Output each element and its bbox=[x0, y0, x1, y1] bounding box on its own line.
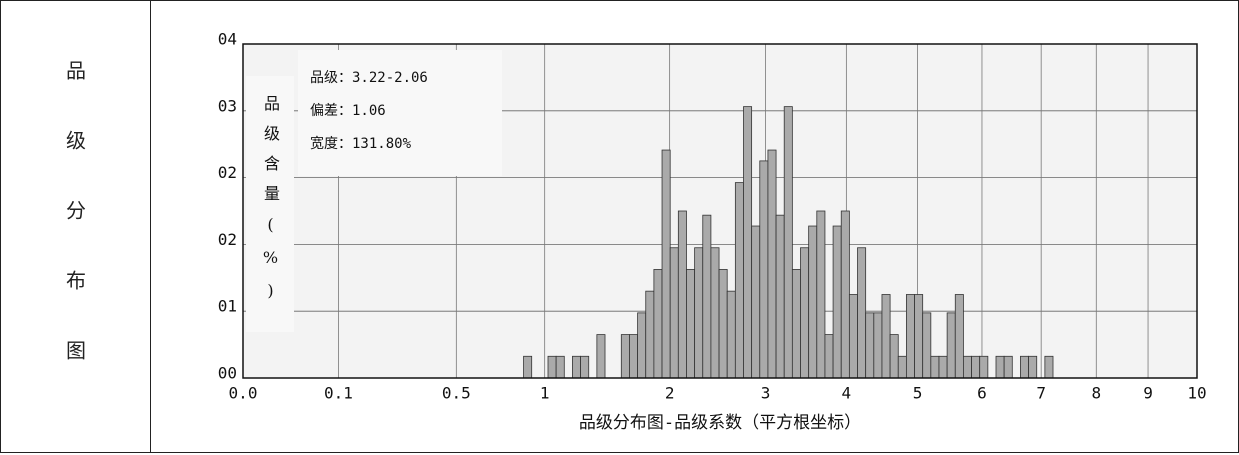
bar bbox=[824, 334, 834, 379]
x-tick-label: 0.0 bbox=[229, 384, 258, 403]
bar bbox=[922, 312, 932, 379]
bar bbox=[938, 355, 948, 379]
annotation: 偏差：1.06 bbox=[310, 103, 386, 119]
bar bbox=[1003, 355, 1013, 379]
y-tick-label: 04 bbox=[218, 30, 237, 49]
y-tick-label: 01 bbox=[218, 297, 237, 316]
x-tick-label: 3 bbox=[761, 384, 771, 403]
bar bbox=[914, 294, 924, 379]
bar bbox=[979, 355, 989, 379]
bar bbox=[905, 294, 915, 379]
bar bbox=[971, 355, 981, 379]
bar bbox=[791, 269, 801, 379]
bar bbox=[808, 225, 818, 379]
x-axis-label: 品级分布图-品级系数（平方根坐标） bbox=[579, 413, 861, 433]
x-tick-label: 4 bbox=[842, 384, 852, 403]
bar bbox=[726, 290, 736, 379]
bar bbox=[653, 269, 663, 379]
bar bbox=[555, 355, 565, 379]
bar bbox=[580, 355, 590, 379]
bar bbox=[751, 225, 761, 379]
bar bbox=[930, 355, 940, 379]
x-tick-label: 1 bbox=[540, 384, 550, 403]
bar bbox=[572, 355, 581, 379]
x-tick-label: 2 bbox=[665, 384, 675, 403]
bar bbox=[694, 247, 704, 379]
bar bbox=[881, 294, 891, 379]
bar bbox=[1028, 355, 1038, 379]
bar bbox=[963, 355, 972, 379]
annotation-box: 品级：3.22-2.06 偏差：1.06 宽度：131.80% bbox=[298, 50, 502, 176]
x-tick-label: 9 bbox=[1143, 384, 1153, 403]
bar bbox=[743, 106, 753, 379]
y-tick-label: 03 bbox=[218, 96, 237, 115]
bar bbox=[702, 214, 712, 379]
side-cell: 品级分布图 bbox=[0, 60, 150, 410]
annotation: 品级：3.22-2.06 bbox=[310, 70, 428, 86]
bar bbox=[677, 210, 687, 379]
bar bbox=[767, 149, 777, 379]
bar bbox=[816, 210, 826, 379]
y-tick-label: 02 bbox=[218, 163, 237, 182]
bar bbox=[686, 269, 696, 379]
side-label: 品级分布图 bbox=[62, 60, 87, 410]
bar bbox=[954, 294, 964, 379]
x-tick-label: 8 bbox=[1091, 384, 1101, 403]
bar bbox=[629, 334, 639, 379]
bar bbox=[547, 355, 557, 379]
bar bbox=[759, 160, 769, 379]
bar bbox=[857, 247, 867, 379]
y-axis-label-box: 品级含量(%) bbox=[246, 76, 294, 332]
bar bbox=[840, 210, 850, 379]
bar bbox=[865, 312, 875, 379]
plot-border bbox=[242, 43, 1198, 379]
bar bbox=[718, 269, 728, 379]
bar bbox=[775, 214, 785, 379]
x-tick-label: 10 bbox=[1187, 384, 1206, 403]
bar bbox=[1020, 355, 1029, 379]
x-tick-label: 6 bbox=[977, 384, 987, 403]
bar bbox=[637, 312, 647, 379]
bar bbox=[889, 334, 899, 379]
x-tick-label: 0.1 bbox=[324, 384, 353, 403]
bar bbox=[1044, 355, 1054, 379]
bar bbox=[832, 225, 842, 379]
bar bbox=[710, 247, 720, 379]
bar bbox=[800, 247, 810, 379]
annotation: 宽度：131.80% bbox=[310, 136, 412, 152]
bar bbox=[783, 106, 793, 379]
bar bbox=[661, 149, 671, 379]
bar bbox=[645, 290, 655, 379]
bar bbox=[995, 355, 1005, 379]
bar bbox=[873, 312, 883, 379]
bar bbox=[848, 294, 858, 379]
y-tick-label: 00 bbox=[218, 364, 237, 383]
bar bbox=[897, 355, 907, 379]
x-tick-label: 0.5 bbox=[442, 384, 471, 403]
y-axis-label: 品级含量(%) bbox=[261, 94, 280, 314]
bar bbox=[596, 334, 606, 379]
bar bbox=[946, 312, 956, 379]
bar bbox=[669, 247, 679, 379]
bar bbox=[523, 355, 533, 379]
bar bbox=[734, 182, 744, 379]
bar bbox=[620, 334, 630, 379]
x-tick-label: 7 bbox=[1036, 384, 1046, 403]
x-tick-label: 5 bbox=[913, 384, 923, 403]
y-tick-label: 02 bbox=[218, 230, 237, 249]
